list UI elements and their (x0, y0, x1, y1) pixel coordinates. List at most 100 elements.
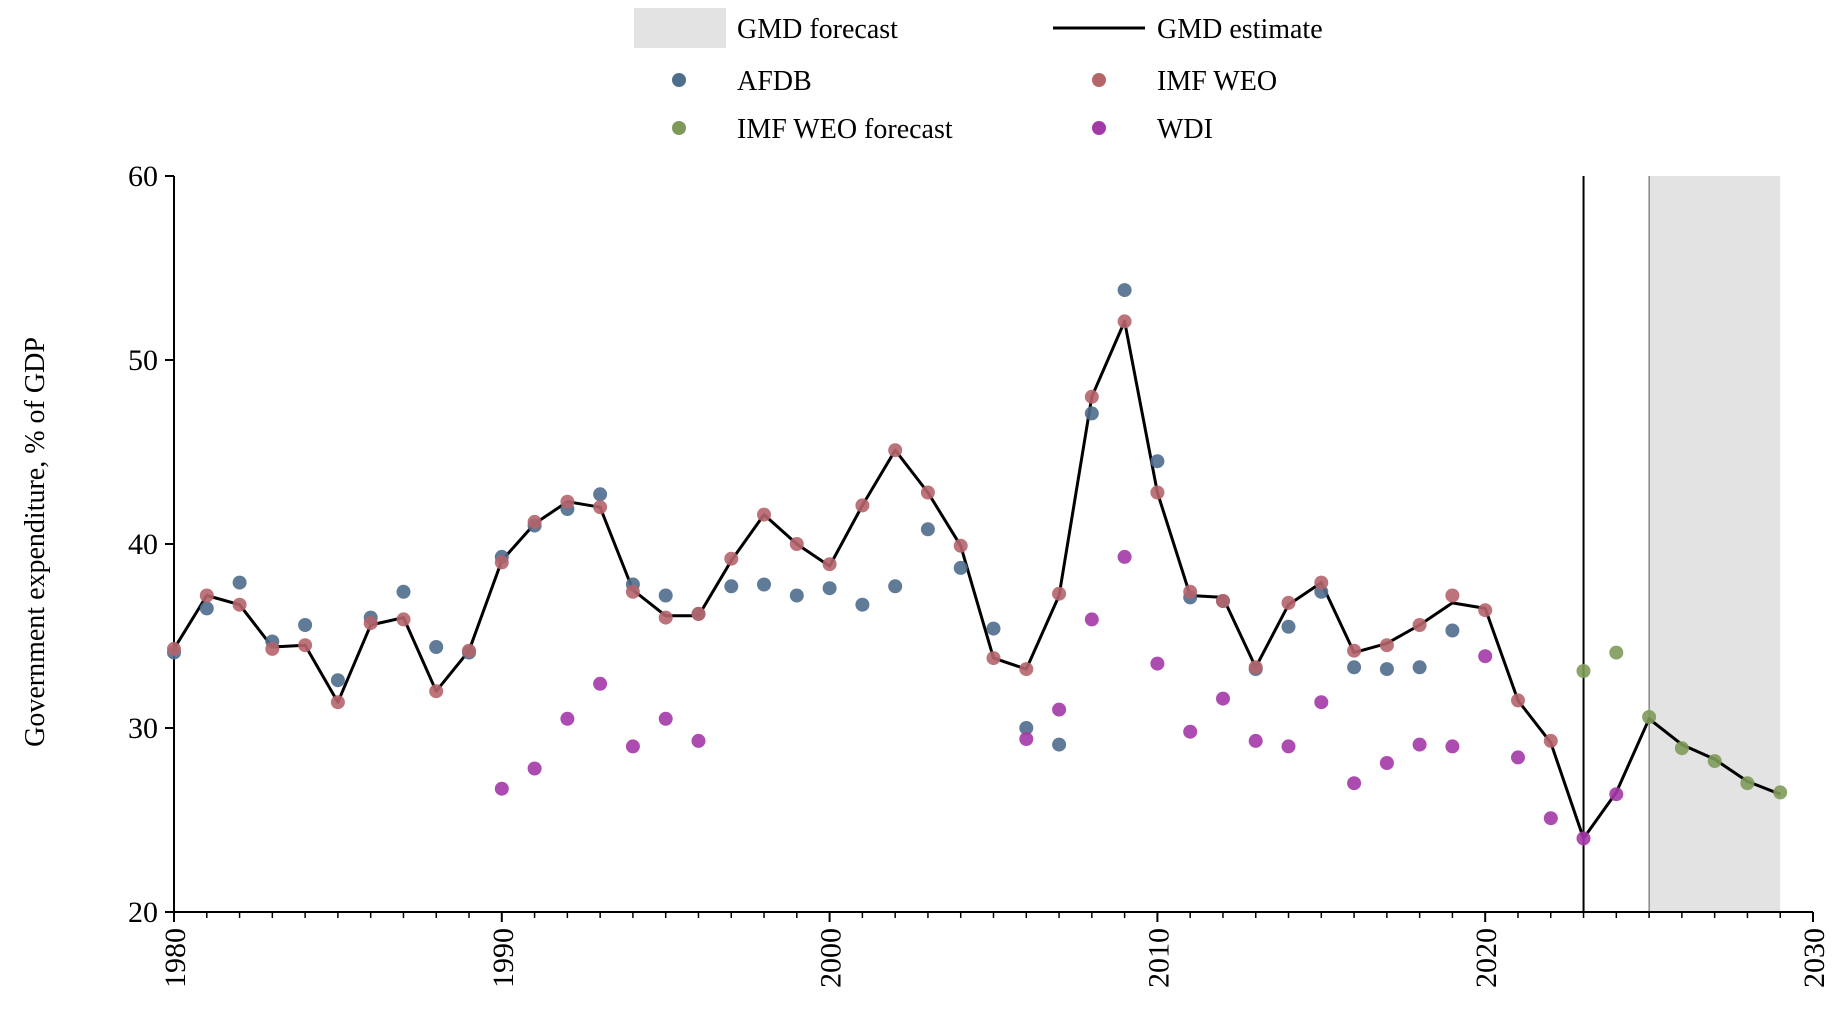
point-imf-weo (1019, 662, 1034, 677)
series-line-gmd-estimate (172, 319, 1781, 840)
point-imf-weo (1314, 575, 1329, 590)
point-afdb (855, 597, 870, 612)
point-wdi (1052, 702, 1067, 717)
point-imf-weo (1216, 594, 1230, 608)
point-wdi (1117, 549, 1132, 564)
point-afdb (822, 581, 837, 596)
point-imf-weo (625, 584, 640, 599)
point-imf-weo (462, 643, 476, 658)
point-imf-weo (265, 641, 280, 656)
point-afdb (199, 601, 214, 616)
point-imf-weo (1543, 733, 1558, 748)
point-afdb (986, 621, 1001, 636)
point-imf-weo (822, 557, 837, 572)
legend-marker-afdb (672, 73, 686, 87)
point-afdb (888, 579, 903, 594)
point-afdb (757, 577, 771, 592)
legend-marker-imf-weo (1092, 73, 1106, 87)
point-afdb (396, 584, 411, 599)
point-afdb (1281, 619, 1296, 634)
legend-label-gmd-estimate: GMD estimate (1157, 14, 1323, 45)
x-tick-label: 1980 (159, 928, 192, 988)
point-imf-weo (396, 612, 411, 627)
point-imf-weo-forecast (1740, 776, 1755, 791)
point-wdi (1019, 732, 1034, 746)
point-wdi (691, 733, 706, 748)
point-imf-weo (330, 695, 345, 710)
point-afdb (658, 588, 673, 603)
x-tick-label: 1990 (487, 928, 520, 988)
point-wdi (1183, 724, 1198, 739)
point-afdb (429, 640, 444, 654)
point-wdi (1511, 750, 1525, 765)
point-afdb (724, 579, 739, 594)
point-imf-weo (1150, 485, 1165, 500)
y-tick-label: 40 (128, 528, 158, 561)
point-wdi (527, 761, 542, 776)
point-imf-weo (363, 616, 378, 631)
point-imf-weo (1445, 588, 1460, 603)
legend: GMD forecast GMD estimate AFDB IMF WEO I… (634, 8, 1323, 145)
point-imf-weo (1084, 389, 1099, 404)
x-tick-label: 2000 (815, 928, 848, 988)
point-wdi (1379, 756, 1394, 770)
point-imf-weo (986, 651, 1001, 666)
point-afdb (298, 618, 313, 632)
point-imf-weo-forecast (1773, 785, 1788, 800)
legend-label-wdi: WDI (1157, 114, 1213, 145)
x-tick-label: 2020 (1470, 928, 1503, 988)
point-wdi (1248, 733, 1263, 748)
point-imf-weo (953, 538, 968, 553)
point-imf-weo (1052, 586, 1067, 601)
point-imf-weo (199, 588, 214, 603)
point-wdi (1281, 739, 1296, 754)
point-imf-weo-forecast (1642, 710, 1657, 724)
y-tick-label: 20 (128, 896, 158, 929)
point-imf-weo (757, 507, 771, 522)
point-afdb (1445, 623, 1460, 638)
point-imf-weo (1478, 603, 1493, 618)
point-imf-weo (167, 641, 181, 656)
point-afdb (953, 560, 968, 575)
point-wdi (1347, 776, 1362, 791)
point-afdb (1019, 721, 1034, 735)
point-imf-weo (494, 555, 509, 570)
point-afdb (1084, 406, 1099, 421)
point-imf-weo (855, 498, 870, 513)
point-imf-weo (1347, 643, 1362, 658)
point-imf-weo (232, 597, 247, 612)
point-imf-weo (560, 494, 575, 509)
legend-label-afdb: AFDB (737, 66, 812, 97)
point-imf-weo (920, 485, 935, 500)
legend-label-imf-weo: IMF WEO (1157, 66, 1277, 97)
y-axis-title: Government expenditure, % of GDP (20, 337, 51, 747)
y-tick-label: 50 (128, 344, 158, 377)
point-afdb (1117, 283, 1132, 298)
point-wdi (1150, 656, 1165, 671)
point-wdi (494, 781, 509, 796)
point-wdi (593, 676, 608, 691)
point-wdi (1478, 649, 1493, 664)
point-imf-weo (724, 551, 739, 566)
x-tick-label: 2030 (1798, 928, 1831, 988)
y-tick-label: 60 (128, 160, 158, 193)
point-imf-weo (527, 514, 542, 529)
point-wdi (1314, 695, 1329, 710)
point-wdi (1576, 831, 1591, 846)
point-wdi (1543, 811, 1558, 826)
point-afdb (1412, 660, 1427, 675)
point-imf-weo (1117, 314, 1132, 329)
point-imf-weo (658, 610, 673, 625)
point-imf-weo-forecast (1707, 754, 1722, 769)
point-wdi (1216, 691, 1230, 706)
y-tick-label: 30 (128, 712, 158, 745)
point-imf-weo (1511, 693, 1525, 708)
point-afdb (330, 673, 345, 688)
x-tick-label: 2010 (1142, 928, 1175, 988)
point-imf-weo (1281, 595, 1296, 610)
legend-label-gmd-forecast: GMD forecast (737, 14, 898, 45)
point-afdb (1052, 737, 1067, 752)
point-imf-weo (1412, 618, 1427, 632)
point-imf-weo (691, 606, 706, 621)
